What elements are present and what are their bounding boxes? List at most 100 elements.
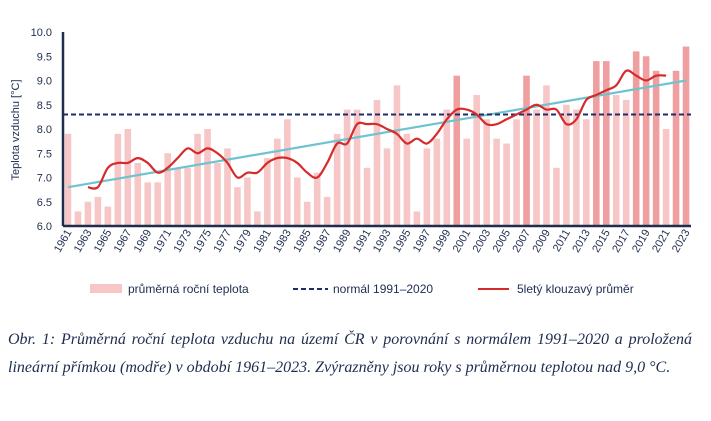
x-tick-label: 2023 [670,228,693,255]
x-tick-label: 1975 [192,228,215,255]
bar-1994 [393,85,401,226]
y-tick-label: 7.0 [37,173,52,185]
x-tick-label: 1965 [92,228,115,255]
bar-1981 [264,158,271,226]
bar-1972 [174,167,181,226]
bar-2020 [652,70,660,226]
bar-2002 [473,95,480,226]
bar-1982 [274,138,281,226]
x-tick-label: 1985 [291,228,314,255]
trend-line-group [67,79,687,189]
bar-2019 [642,56,650,226]
bar-1968 [134,162,142,226]
bar-2010 [553,167,560,226]
bar-1980 [254,211,261,226]
bar-2006 [513,119,520,226]
moving-average-line [87,69,667,190]
bar-1965 [104,206,112,226]
bar-1979 [244,177,251,226]
bar-2008 [533,109,540,226]
bar-2000 [453,75,461,227]
bar-2016 [612,95,620,226]
y-tick-labels: 6.0 6.5 7.0 7.5 8.0 8.5 9.0 9.5 10.0 [31,27,52,233]
y-tick-label: 6.5 [37,197,52,209]
x-tick-labels: 1961196319651967196919711973197519771979… [52,227,693,254]
x-tick-label: 2003 [471,227,494,254]
legend-label-bar: průměrná roční teplota [128,282,249,296]
x-tick-label: 1961 [52,228,75,255]
bar-2003 [483,119,490,226]
bar-2011 [563,104,570,226]
bar-1975 [204,129,211,226]
chart-area: 6.0 6.5 7.0 7.5 8.0 8.5 9.0 9.5 10.0 1961 1963 196… [10,27,693,296]
bar-1990 [353,109,361,226]
bar-1996 [413,211,421,226]
y-tick-label: 9.5 [37,51,52,63]
bar-1978 [234,187,241,226]
x-tick-label: 1963 [72,228,95,255]
y-tick-label: 7.5 [37,148,52,160]
x-tick-label: 1983 [271,228,294,255]
bar-2023 [682,46,690,226]
x-tick-label: 2009 [530,228,553,255]
x-tick-label: 1993 [371,228,394,255]
bar-1973 [184,167,191,226]
x-tick-label: 1989 [331,228,354,255]
bar-1974 [194,133,201,226]
bar-1970 [154,182,161,226]
x-tick-label: 2019 [630,228,653,255]
axes [61,32,691,228]
y-axis-title: Teplota vzduchu [°C] [10,79,22,180]
bar-1986 [313,172,321,226]
x-tick-label: 2013 [570,228,593,255]
x-tick-label: 1999 [431,228,454,255]
x-tick-label: 1971 [152,228,175,255]
x-tick-label: 2011 [551,228,573,254]
y-tick-label: 6.0 [37,221,52,233]
x-tick-label: 2005 [491,227,514,254]
x-tick-label: 2021 [650,228,673,255]
bar-1995 [403,133,411,226]
y-tick-label: 9.0 [37,76,52,88]
bar-1997 [423,148,431,226]
bar-1999 [443,109,451,226]
bar-2012 [573,109,580,226]
x-tick-label: 1995 [391,228,414,255]
legend-swatch-bar [90,284,122,293]
bar-1962 [74,211,82,226]
bar-1983 [284,119,291,226]
x-tick-label: 2007 [510,228,533,255]
y-tick-label: 8.0 [37,124,52,136]
bar-1984 [293,177,301,226]
bar-1993 [383,148,391,226]
x-tick-label: 1973 [172,228,195,255]
bar-1991 [363,167,371,226]
bar-1977 [224,148,231,226]
bar-2022 [672,70,680,226]
bar-1963 [84,201,92,226]
bar-1998 [433,138,441,226]
bar-2015 [602,61,610,226]
x-tick-label: 2017 [610,228,633,255]
bar-1971 [164,153,171,226]
x-tick-label: 2015 [590,228,613,255]
bar-2004 [493,138,500,226]
y-tick-label: 8.5 [37,100,52,112]
x-tick-label: 1979 [231,228,254,255]
bar-1992 [373,99,381,226]
x-tick-label: 1981 [251,228,274,255]
x-tick-label: 1977 [211,228,234,255]
bar-1985 [303,201,311,226]
bar-2017 [622,99,630,226]
bar-1961 [64,133,72,226]
bar-2021 [662,129,670,226]
moving-average-group [87,69,667,190]
x-tick-label: 1997 [411,228,434,255]
temperature-chart: 6.06.57.07.58.08.59.09.510.0 19611963196… [10,27,693,296]
bar-series [64,46,690,227]
legend-label-moving-average: 5letý klouzavý průměr [517,282,634,296]
bar-2013 [583,119,590,226]
bar-2018 [632,51,640,227]
bar-2001 [463,138,470,226]
bar-2005 [503,143,510,226]
